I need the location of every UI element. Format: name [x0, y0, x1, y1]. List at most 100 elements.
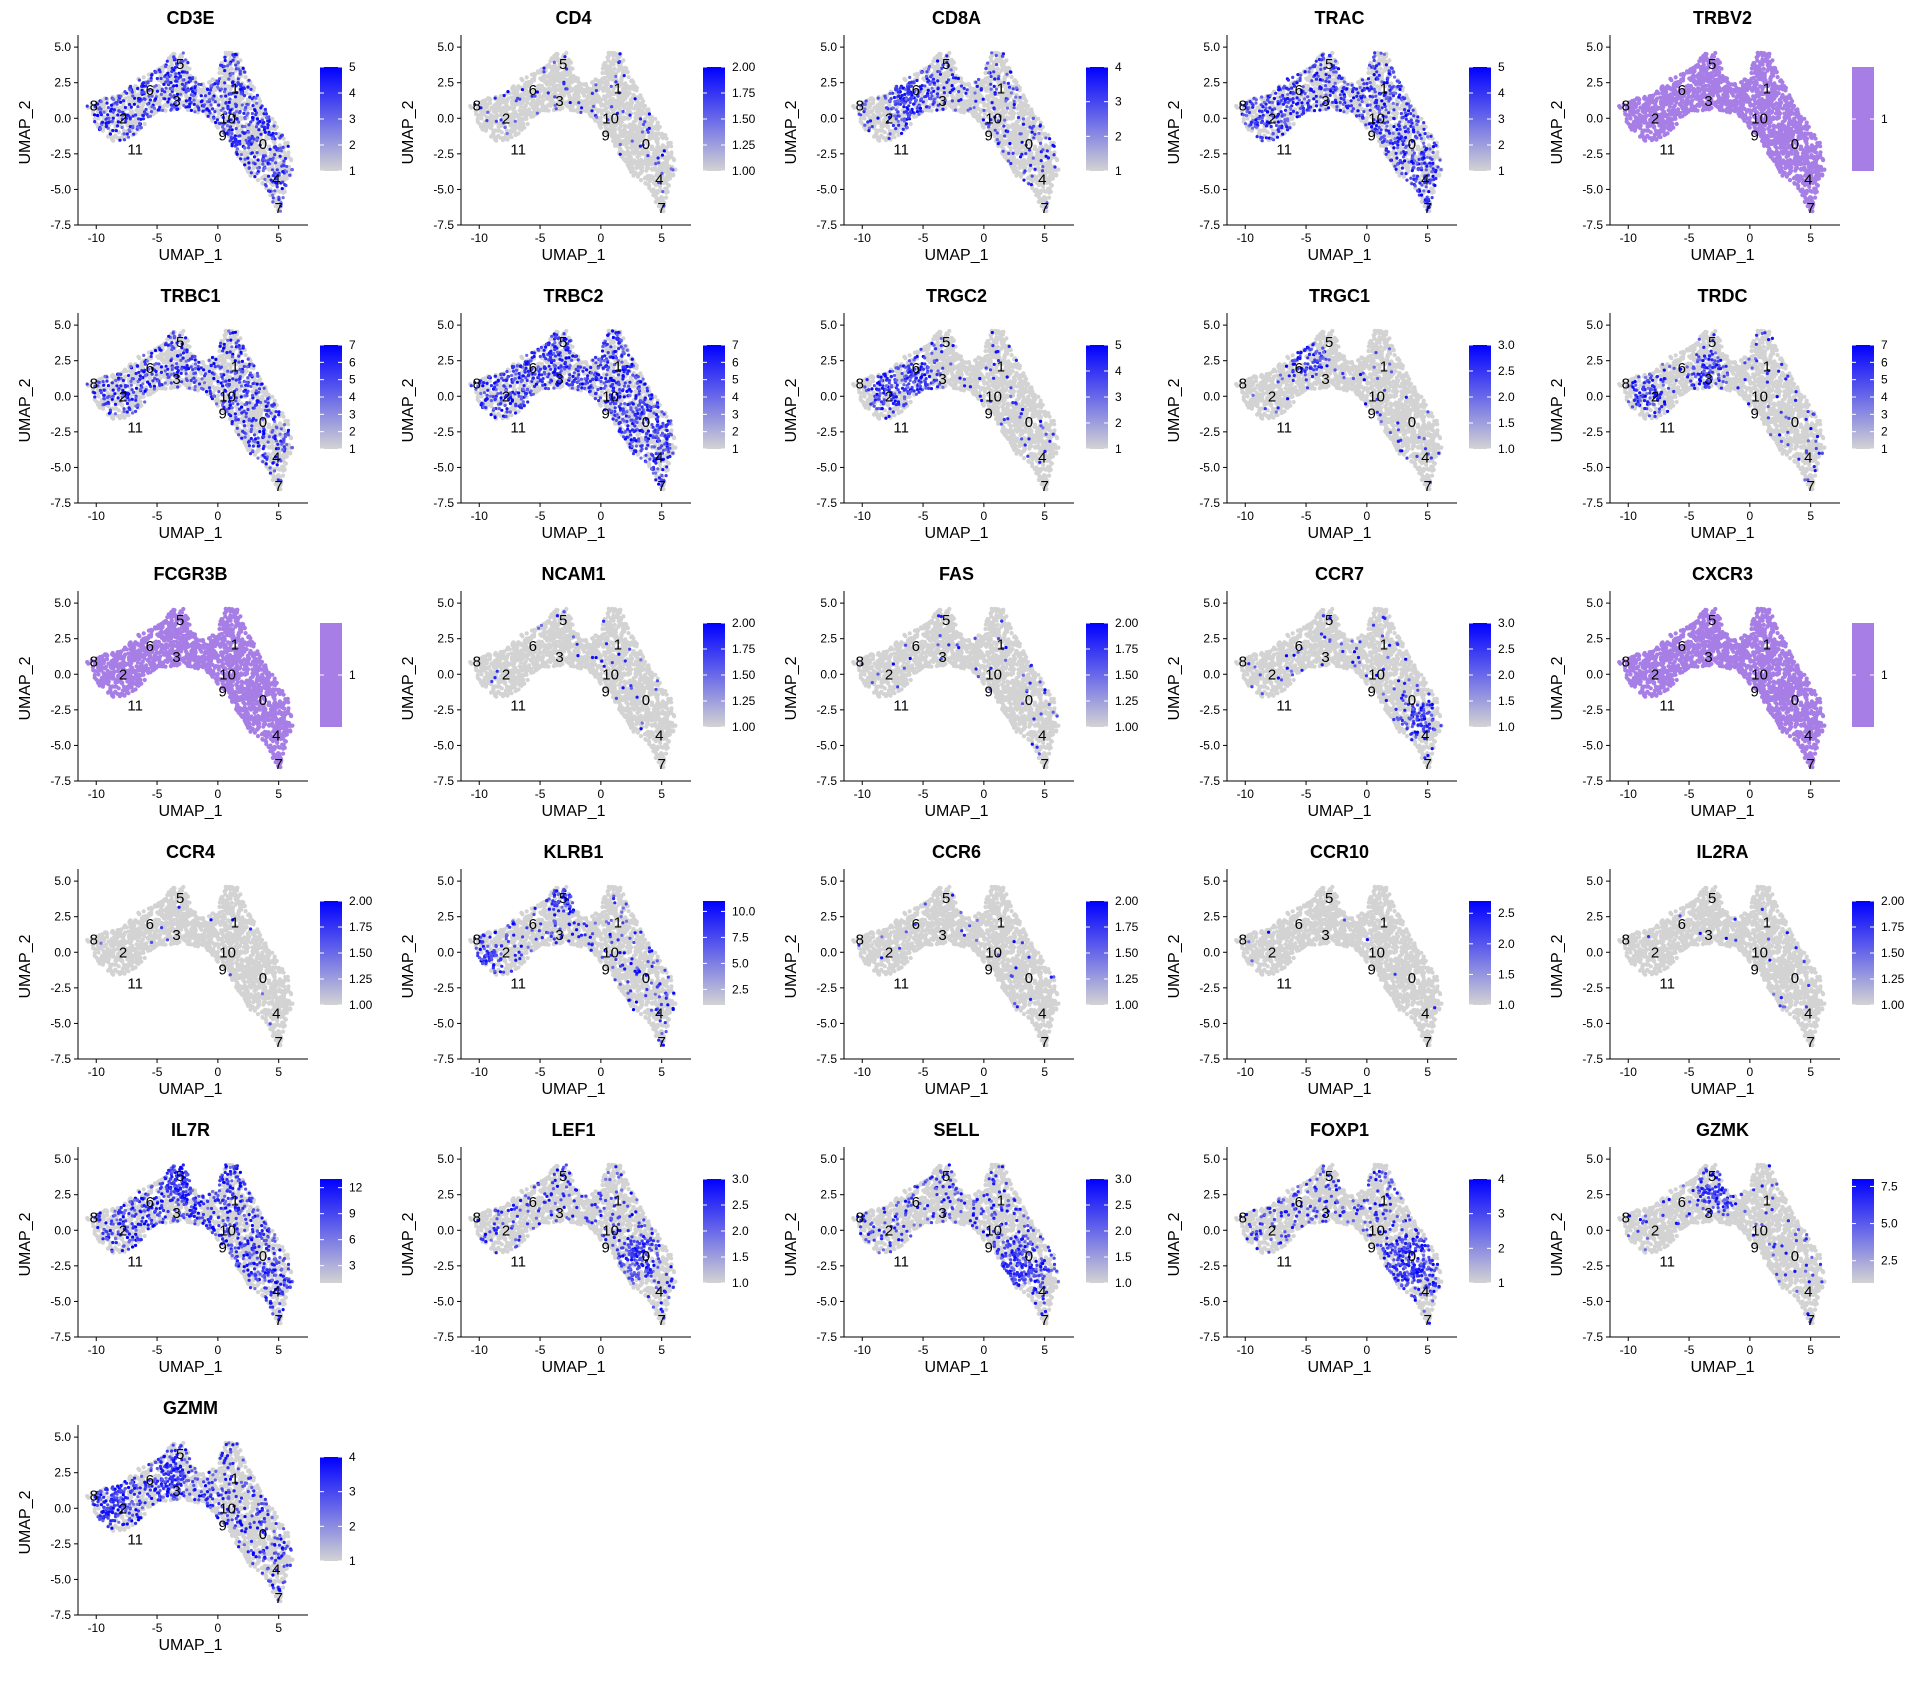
- expressing-cell-point: [223, 56, 226, 59]
- expressing-cell-point: [217, 104, 220, 107]
- expressing-cell-point: [106, 113, 109, 116]
- expressing-cell-point: [241, 125, 244, 128]
- expressing-cell-point: [102, 111, 105, 114]
- expressing-cell-point: [246, 157, 249, 160]
- expressing-cell-point: [250, 171, 253, 174]
- expressing-cell-point: [278, 136, 281, 139]
- expressing-cell-point: [204, 94, 207, 97]
- expressing-cell-point: [239, 69, 242, 72]
- expressing-cell-point: [191, 76, 194, 79]
- expressing-cell-point: [267, 189, 270, 192]
- cell-point: [143, 122, 147, 126]
- expressing-cell-point: [254, 162, 257, 165]
- expressing-cell-point: [127, 136, 130, 139]
- expressing-cell-point: [99, 127, 102, 130]
- expressing-cell-point: [188, 76, 191, 79]
- expressing-cell-point: [209, 84, 212, 87]
- expressing-cell-point: [220, 95, 223, 98]
- cell-point: [211, 78, 215, 82]
- expressing-cell-point: [166, 60, 169, 63]
- expressing-cell-point: [224, 88, 227, 91]
- expressing-cell-point: [256, 94, 259, 97]
- expressing-cell-point: [112, 98, 115, 101]
- expressing-cell-point: [243, 71, 246, 74]
- expressing-cell-point: [254, 97, 257, 100]
- cell-point: [218, 67, 222, 71]
- expressing-cell-point: [244, 106, 247, 109]
- cell-point: [161, 105, 165, 109]
- expressing-cell-point: [169, 93, 172, 96]
- expressing-cell-point: [197, 108, 200, 111]
- expressing-cell-point: [217, 87, 220, 90]
- expressing-cell-point: [264, 159, 267, 162]
- expressing-cell-point: [126, 132, 129, 135]
- expressing-cell-point: [253, 175, 256, 178]
- expressing-cell-point: [257, 158, 260, 161]
- expressing-cell-point: [243, 146, 246, 149]
- point-layer: [86, 51, 294, 213]
- expressing-cell-point: [146, 103, 149, 106]
- expressing-cell-point: [265, 112, 268, 115]
- expressing-cell-point: [244, 117, 247, 120]
- expressing-cell-point: [275, 132, 278, 135]
- cell-point: [285, 176, 289, 180]
- panel-title: CD3E: [166, 8, 214, 28]
- cell-point: [273, 121, 277, 125]
- expressing-cell-point: [113, 108, 116, 111]
- expressing-cell-point: [188, 103, 191, 106]
- expressing-cell-point: [200, 94, 203, 97]
- expressing-cell-point: [132, 133, 135, 136]
- cell-point: [130, 110, 134, 114]
- expressing-cell-point: [245, 103, 248, 106]
- expressing-cell-point: [213, 82, 216, 85]
- expressing-cell-point: [122, 99, 125, 102]
- cell-point: [141, 104, 145, 108]
- expressing-cell-point: [132, 115, 135, 118]
- expressing-cell-point: [160, 77, 163, 80]
- cell-point: [256, 178, 260, 182]
- expressing-cell-point: [220, 88, 223, 91]
- expressing-cell-point: [193, 103, 196, 106]
- expressing-cell-point: [269, 148, 272, 151]
- expressing-cell-point: [244, 158, 247, 161]
- cell-point: [156, 101, 160, 105]
- cell-point: [251, 147, 255, 151]
- cell-point: [216, 98, 220, 102]
- expressing-cell-point: [242, 112, 245, 115]
- expressing-cell-point: [159, 70, 162, 73]
- cell-point: [283, 141, 287, 145]
- expressing-cell-point: [224, 59, 227, 62]
- expressing-cell-point: [160, 93, 163, 96]
- expressing-cell-point: [214, 100, 217, 103]
- expressing-cell-point: [246, 86, 249, 89]
- expressing-cell-point: [111, 129, 114, 132]
- cell-point: [142, 75, 146, 79]
- expressing-cell-point: [251, 104, 254, 107]
- cell-point: [161, 67, 165, 71]
- expressing-cell-point: [105, 102, 108, 105]
- expressing-cell-point: [216, 82, 219, 85]
- expressing-cell-point: [189, 79, 192, 82]
- cell-point: [286, 150, 290, 154]
- expressing-cell-point: [192, 94, 195, 97]
- expressing-cell-point: [100, 100, 103, 103]
- expressing-cell-point: [234, 64, 237, 67]
- expressing-cell-point: [236, 147, 239, 150]
- expressing-cell-point: [240, 153, 243, 156]
- expressing-cell-point: [156, 90, 159, 93]
- expressing-cell-point: [223, 90, 226, 93]
- expressing-cell-point: [248, 96, 251, 99]
- expressing-cell-point: [107, 117, 110, 120]
- expressing-cell-point: [253, 155, 256, 158]
- expressing-cell-point: [125, 92, 128, 95]
- cell-point: [225, 73, 229, 77]
- expressing-cell-point: [237, 61, 240, 64]
- expressing-cell-point: [251, 112, 254, 115]
- expressing-cell-point: [261, 122, 264, 125]
- cell-point: [228, 51, 232, 55]
- cell-point: [99, 103, 103, 107]
- expressing-cell-point: [137, 126, 140, 129]
- expressing-cell-point: [264, 167, 267, 170]
- expressing-cell-point: [282, 196, 285, 199]
